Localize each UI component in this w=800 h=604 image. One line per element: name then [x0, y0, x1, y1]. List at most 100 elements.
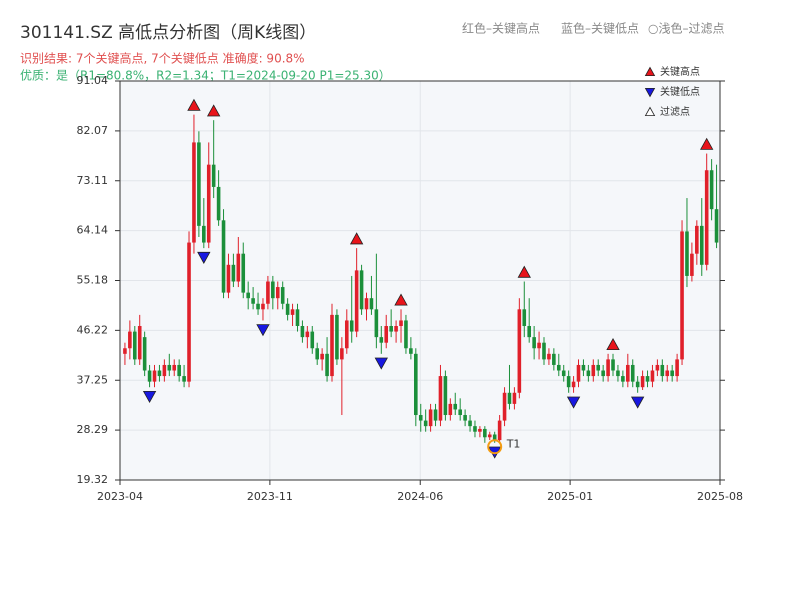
- candle-body: [507, 392, 512, 404]
- candle-body: [547, 353, 551, 360]
- x-tick-label: 2023-04: [97, 490, 143, 503]
- candle-body: [591, 364, 596, 377]
- y-tick-label: 37.25: [77, 373, 109, 386]
- x-tick-label: 2023-11: [247, 490, 293, 503]
- x-tick-label: 2024-06: [397, 490, 443, 503]
- y-tick-label: 55.18: [77, 274, 109, 287]
- candle-body: [532, 337, 536, 349]
- candle-body: [394, 326, 398, 332]
- candle-body: [483, 428, 487, 438]
- key-point-marker: [349, 232, 364, 245]
- candle-body: [463, 415, 467, 421]
- candle-body: [197, 142, 201, 226]
- candle-body: [586, 370, 591, 377]
- candle-body: [537, 342, 541, 349]
- key-point-marker: [142, 391, 157, 404]
- subtitle: 识别结果: 7个关键高点, 7个关键低点 准确度: 90.8%: [20, 51, 305, 66]
- candle-body: [364, 298, 369, 310]
- candle-body: [330, 314, 334, 377]
- candle-body: [458, 409, 462, 416]
- candle-body: [556, 364, 561, 371]
- key-point-marker: [256, 324, 270, 337]
- candle-body: [675, 359, 679, 377]
- candle-body: [473, 426, 477, 432]
- key-point-marker: [374, 357, 388, 370]
- candle-body: [433, 409, 438, 421]
- candle-body: [300, 326, 305, 338]
- candle-body: [492, 434, 497, 441]
- candle-body: [616, 370, 620, 377]
- candle-body: [256, 303, 260, 310]
- candle-body: [369, 298, 374, 310]
- y-tick-label: 19.32: [77, 473, 109, 486]
- candle-body: [261, 303, 265, 310]
- candle-body: [453, 403, 458, 410]
- candle-body: [310, 331, 315, 349]
- candle-body: [522, 309, 527, 327]
- candle-body: [606, 359, 610, 377]
- candle-body: [709, 170, 714, 210]
- candle-body: [325, 353, 329, 377]
- candle-body: [468, 420, 472, 427]
- candle-body: [601, 370, 605, 377]
- y-tick-label: 28.29: [77, 423, 109, 436]
- key-point-marker: [700, 137, 714, 150]
- candle-body: [645, 376, 650, 382]
- candle-body: [611, 359, 615, 371]
- legend-label: 关键高点: [660, 65, 700, 78]
- candle-body: [502, 392, 507, 421]
- key-point-marker: [197, 251, 211, 264]
- candle-body: [438, 376, 443, 421]
- candle-body: [497, 420, 502, 441]
- candle-body: [216, 186, 221, 221]
- candle-body: [374, 309, 379, 338]
- candle-body: [285, 303, 290, 315]
- chart-title: 301141.SZ 高低点分析图（周K线图）: [20, 23, 316, 43]
- candle-body: [344, 320, 349, 349]
- candle-body: [182, 376, 186, 382]
- candle-body: [206, 164, 211, 243]
- candle-body: [699, 225, 704, 265]
- candle-body: [448, 403, 453, 416]
- candle-body: [552, 353, 556, 365]
- candle-body: [665, 370, 670, 377]
- y-tick-label: 82.07: [77, 124, 109, 137]
- y-tick-label: 73.11: [77, 174, 109, 187]
- candle-body: [305, 331, 310, 338]
- candle-body: [271, 281, 275, 299]
- candle-body: [695, 225, 699, 254]
- candle-body: [320, 353, 324, 360]
- candle-body: [147, 370, 152, 382]
- candle-body: [128, 331, 132, 349]
- key-point-marker: [606, 338, 620, 351]
- candle-body: [542, 342, 546, 360]
- candle-body: [157, 370, 162, 377]
- header-note: 红色–关键高点: [462, 21, 540, 36]
- legend-marker: [644, 106, 656, 116]
- candle-body: [241, 253, 246, 293]
- candle-body: [266, 281, 270, 304]
- candle-body: [690, 253, 694, 276]
- candle-body: [221, 220, 226, 293]
- candle-body: [517, 309, 522, 393]
- candle-body: [655, 364, 660, 371]
- candle-body: [640, 376, 645, 388]
- candle-body: [349, 320, 354, 332]
- candle-body: [670, 370, 674, 377]
- candle-body: [660, 364, 665, 377]
- header-note: ○浅色–过滤点: [648, 22, 724, 36]
- candle-body: [428, 409, 433, 427]
- candle-body: [399, 320, 403, 327]
- candle-body: [152, 370, 157, 382]
- candle-body: [561, 370, 566, 377]
- key-point-marker: [187, 98, 201, 111]
- key-point-marker: [517, 265, 531, 278]
- candle-body: [512, 392, 517, 404]
- candle-body: [354, 270, 359, 332]
- candle-body: [650, 370, 655, 382]
- candle-body: [231, 264, 236, 282]
- candle-body: [680, 231, 684, 360]
- candle-body: [335, 314, 339, 360]
- candle-body: [423, 420, 428, 427]
- candle-body: [246, 292, 250, 299]
